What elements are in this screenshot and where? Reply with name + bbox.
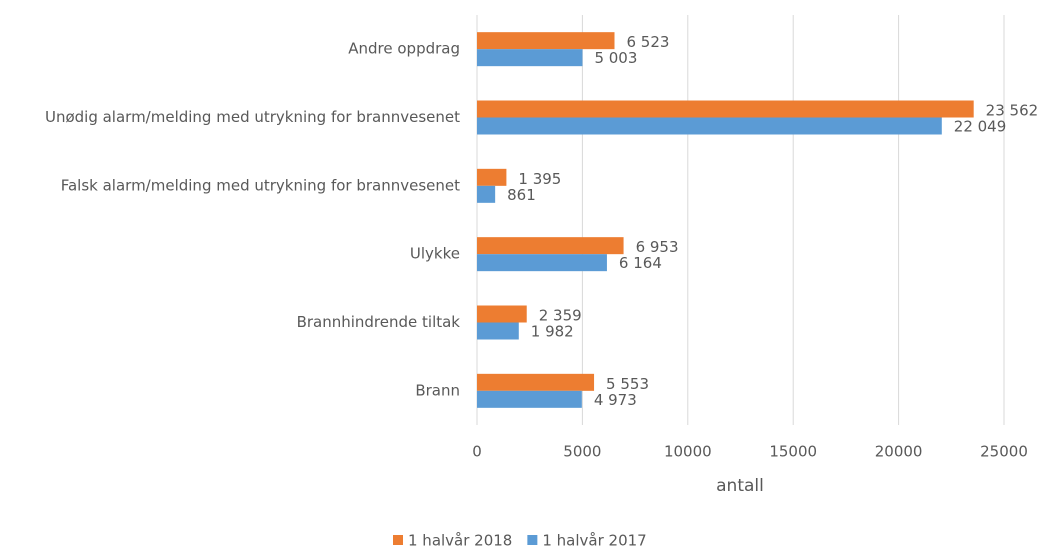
y-tick-label: Brann [415,381,460,399]
data-label: 6 953 [636,238,679,256]
bar [477,237,624,255]
data-label: 4 973 [594,391,637,409]
data-label: 22 049 [954,118,1007,136]
bar [477,117,942,135]
bar [477,373,595,391]
bar [477,168,507,186]
x-tick-label: 15000 [769,443,817,461]
bar [477,390,582,408]
y-tick-label: Andre oppdrag [348,40,460,58]
legend-swatch [393,535,403,545]
x-tick-label: 25000 [980,443,1028,461]
data-label: 6 164 [619,254,662,272]
y-tick-label: Brannhindrende tiltak [297,313,461,331]
legend-swatch [527,535,538,545]
data-label: 6 523 [627,33,670,51]
legend-label: 1 halvår 2018 [408,532,512,550]
data-label: 23 562 [986,102,1037,120]
legend-label: 1 halvår 2017 [542,532,646,550]
y-tick-label: Ulykke [410,245,460,263]
data-label: 1 982 [531,323,574,341]
data-label: 5 553 [606,375,649,393]
y-tick-label: Unødig alarm/melding med utrykning for b… [45,108,460,126]
x-tick-label: 20000 [875,443,923,461]
bar [477,185,496,203]
x-tick-label: 10000 [664,443,712,461]
data-label: 2 359 [539,307,582,325]
bar [477,254,607,272]
data-label: 1 395 [518,170,561,188]
y-tick-label: Falsk alarm/melding med utrykning for br… [61,176,460,194]
data-label: 861 [507,186,536,204]
x-tick-label: 5000 [563,443,601,461]
data-label: 5 003 [594,49,637,67]
x-axis-title: antall [716,476,764,496]
bar [477,322,519,340]
bar [477,32,615,50]
bar [477,305,527,323]
bar [477,49,583,67]
bar [477,100,974,118]
x-tick-label: 0 [472,443,482,461]
